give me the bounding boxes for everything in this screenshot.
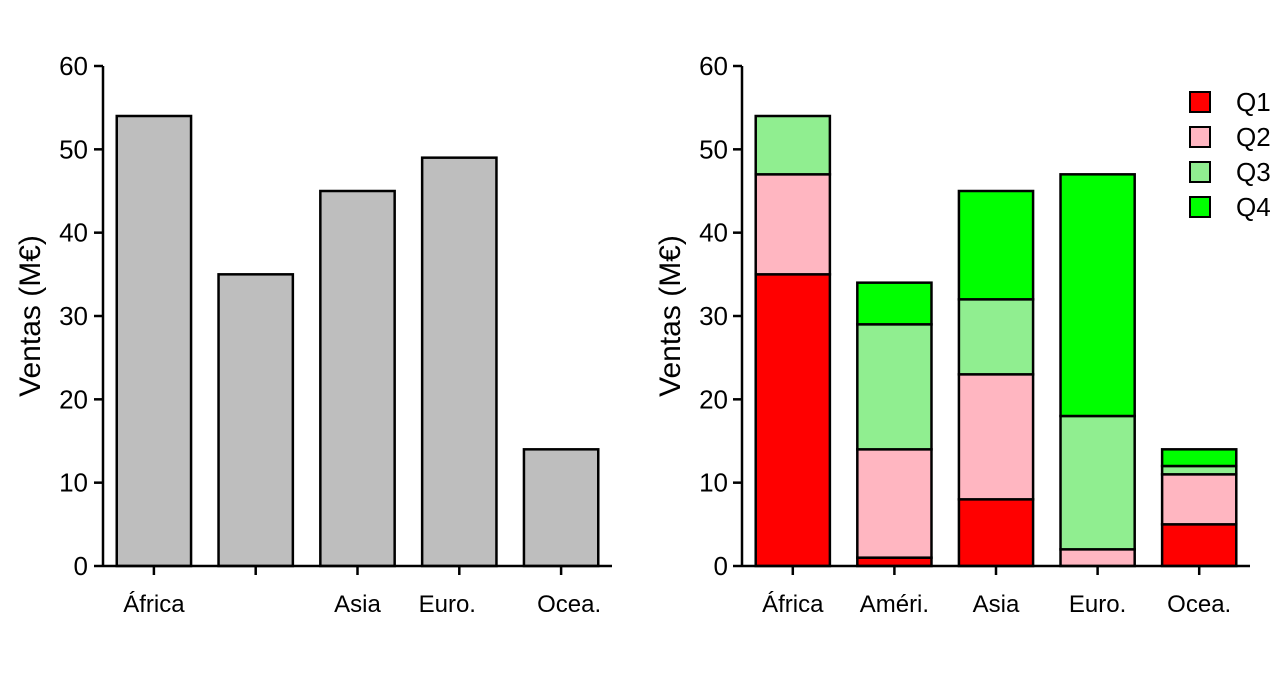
bar-q1-3 bbox=[957, 498, 1035, 568]
bar-q3-4 bbox=[1059, 414, 1136, 551]
bar-q2-3 bbox=[957, 373, 1035, 501]
bar-q1-5 bbox=[1160, 523, 1238, 568]
bar-3 bbox=[319, 189, 396, 568]
legend-swatch-q1 bbox=[1189, 91, 1211, 113]
y-tick-label: 60 bbox=[699, 51, 728, 81]
x-tick-label: Ocea. bbox=[1167, 591, 1231, 618]
bar-q4-2 bbox=[856, 281, 933, 326]
bar-q4-4 bbox=[1059, 173, 1136, 418]
x-tick-label: Asia bbox=[334, 591, 381, 618]
y-axis-title: Ventas (M€) bbox=[654, 235, 687, 397]
legend-swatch-q2 bbox=[1189, 126, 1211, 148]
bar-q1-1 bbox=[754, 273, 832, 568]
y-tick-label: 60 bbox=[59, 51, 88, 81]
legend-label-q2: Q2 bbox=[1236, 122, 1271, 152]
sales-by-region-chart: 0 10 20 30 40 50 60 África Asia Euro. Ocea. Ventas … bbox=[14, 51, 612, 618]
legend-swatch-q4 bbox=[1189, 196, 1211, 218]
legend-swatch-q3 bbox=[1189, 161, 1211, 183]
bar-q3-2 bbox=[856, 323, 933, 451]
legend-label-q4: Q4 bbox=[1236, 192, 1271, 222]
bar-4 bbox=[420, 156, 498, 568]
bar-q2-4 bbox=[1059, 548, 1136, 568]
bar-q4-3 bbox=[957, 189, 1035, 301]
y-tick-label: 20 bbox=[699, 384, 728, 414]
y-tick-label: 10 bbox=[699, 468, 728, 498]
y-tick-label: 50 bbox=[59, 134, 88, 164]
x-tick-label: Améri. bbox=[860, 591, 929, 618]
x-tick-label: Ocea. bbox=[537, 591, 601, 618]
legend-label-q1: Q1 bbox=[1236, 87, 1271, 117]
bar-q4-5 bbox=[1160, 448, 1238, 468]
x-tick-label: África bbox=[762, 591, 824, 618]
x-tick-label: Asia bbox=[973, 591, 1020, 618]
y-tick-label: 40 bbox=[59, 218, 88, 248]
bar-1 bbox=[115, 114, 193, 568]
y-tick-label: 50 bbox=[699, 134, 728, 164]
bar-q3-3 bbox=[957, 298, 1035, 376]
bar-q2-1 bbox=[754, 173, 832, 276]
bar-q3-1 bbox=[754, 114, 832, 176]
x-tick-label: Euro. bbox=[419, 591, 476, 618]
y-tick-label: 30 bbox=[59, 301, 88, 331]
bar-q2-2 bbox=[856, 448, 933, 559]
bar-5 bbox=[522, 448, 600, 568]
y-tick-label: 10 bbox=[59, 468, 88, 498]
legend-label-q3: Q3 bbox=[1236, 157, 1271, 187]
sales-by-quarter-stacked-chart: 0 10 20 30 40 50 60 África Améri. Asia Euro. Ocea. V… bbox=[654, 51, 1271, 618]
y-tick-label: 0 bbox=[74, 551, 88, 581]
y-tick-label: 20 bbox=[59, 384, 88, 414]
x-tick-label: Euro. bbox=[1069, 591, 1126, 618]
y-tick-label: 40 bbox=[699, 218, 728, 248]
bar-q2-5 bbox=[1160, 473, 1238, 526]
bar-2 bbox=[217, 273, 295, 568]
y-tick-label: 0 bbox=[714, 551, 728, 581]
y-tick-label: 30 bbox=[699, 301, 728, 331]
y-axis-title: Ventas (M€) bbox=[14, 235, 47, 397]
x-tick-label: África bbox=[123, 591, 185, 618]
